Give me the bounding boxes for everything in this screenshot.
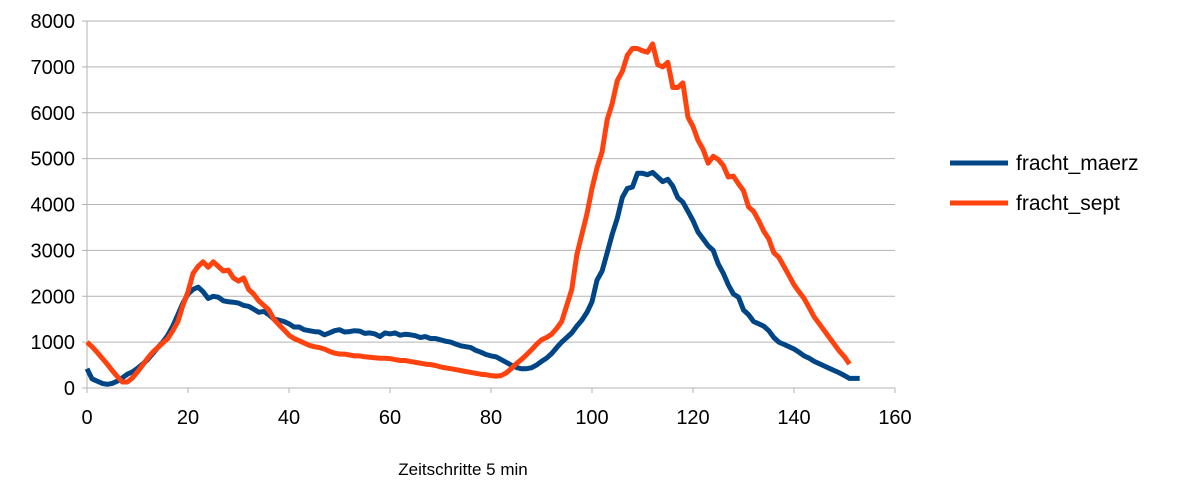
- axes: [82, 20, 896, 393]
- y-tick-label-0: 0: [64, 378, 75, 400]
- y-tick-label-2000: 2000: [31, 286, 76, 308]
- series-line-fracht_maerz: [84, 169, 860, 387]
- y-tick-label-8000: 8000: [31, 11, 76, 33]
- legend-label-fracht_maerz: fracht_maerz: [1016, 152, 1139, 175]
- series-group: [84, 41, 860, 387]
- y-tick-label-7000: 7000: [31, 57, 76, 79]
- x-tick-label-80: 80: [480, 407, 502, 429]
- legend: fracht_maerz fracht_sept: [950, 152, 1139, 215]
- x-tick-label-40: 40: [278, 407, 300, 429]
- x-axis-title: Zeitschritte 5 min: [398, 460, 527, 479]
- legend-label-fracht_sept: fracht_sept: [1016, 192, 1120, 215]
- x-tick-label-120: 120: [676, 407, 709, 429]
- y-tick-labels: 0 1000 2000 3000 4000 5000 6000 7000 8000: [31, 11, 76, 400]
- y-tick-label-1000: 1000: [31, 332, 76, 354]
- x-tick-label-100: 100: [575, 407, 608, 429]
- gridlines: [87, 20, 895, 343]
- x-tick-label-60: 60: [379, 407, 401, 429]
- x-tick-label-140: 140: [777, 407, 810, 429]
- x-tick-labels: 0 20 40 60 80 100 120 140 160: [81, 407, 911, 429]
- y-tick-label-5000: 5000: [31, 149, 76, 171]
- x-tick-label-160: 160: [878, 407, 911, 429]
- y-tick-label-6000: 6000: [31, 103, 76, 125]
- x-tick-label-20: 20: [177, 407, 199, 429]
- series-line-fracht_sept: [85, 41, 852, 385]
- y-tick-label-3000: 3000: [31, 240, 76, 262]
- y-tick-label-4000: 4000: [31, 195, 76, 217]
- x-tick-label-0: 0: [81, 407, 92, 429]
